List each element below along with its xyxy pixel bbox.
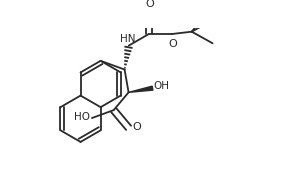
Text: O: O (132, 122, 141, 132)
Text: OH: OH (154, 81, 170, 91)
Text: O: O (169, 39, 178, 49)
Polygon shape (129, 86, 153, 92)
Text: O: O (145, 0, 154, 9)
Text: HO: HO (74, 112, 90, 122)
Text: HN: HN (120, 34, 135, 44)
